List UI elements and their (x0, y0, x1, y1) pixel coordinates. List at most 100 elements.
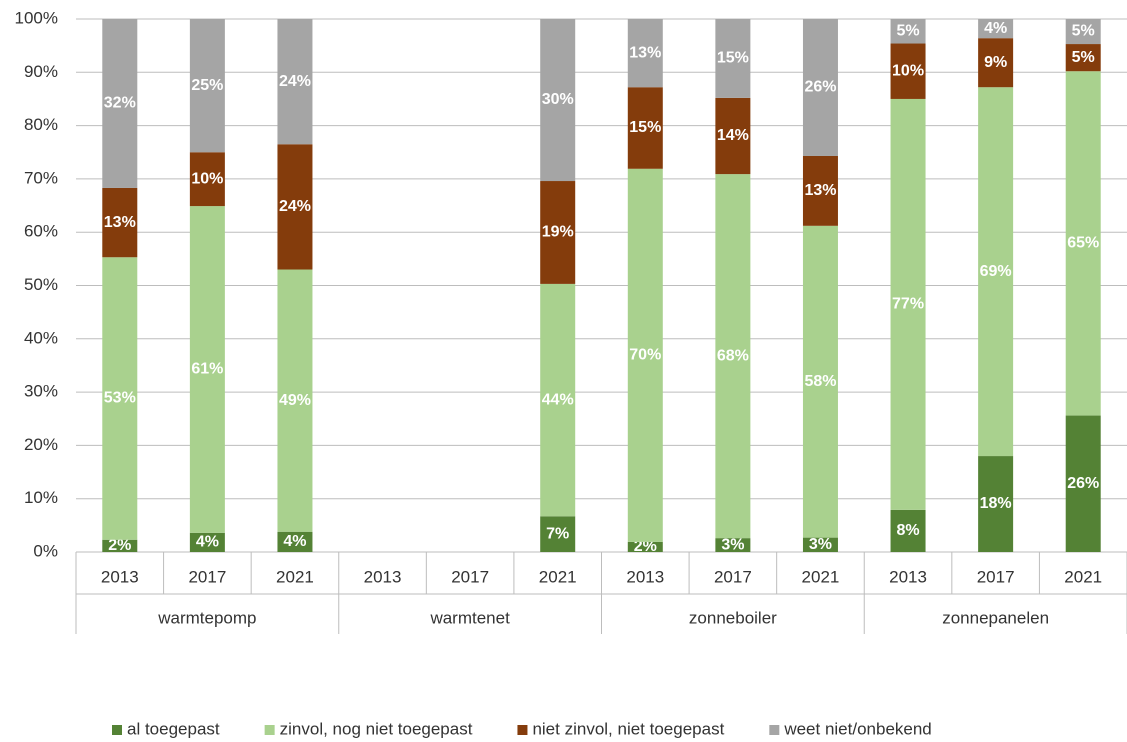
legend-swatch (517, 725, 528, 735)
value-label: 77% (892, 296, 924, 313)
legend-label: niet zinvol, niet toegepast (532, 719, 724, 738)
y-tick-label: 50% (24, 275, 58, 294)
value-label: 3% (809, 536, 832, 553)
y-tick-label: 40% (24, 328, 58, 347)
value-label: 2% (108, 537, 131, 554)
bar-segment (102, 19, 138, 188)
value-label: 65% (1067, 235, 1099, 252)
value-label: 24% (279, 73, 311, 90)
value-label: 68% (717, 347, 749, 364)
bar-segment (189, 532, 225, 552)
bar-segment (277, 269, 313, 532)
legend-label: weet niet/onbekend (783, 719, 931, 738)
value-label: 3% (721, 536, 744, 553)
bar-segment (189, 152, 225, 207)
group-label: warmtepomp (157, 608, 256, 627)
bar-segment (540, 283, 576, 517)
bar-segment (277, 19, 313, 145)
group-label: zonnepanelen (942, 608, 1049, 627)
bar-segment (978, 456, 1014, 552)
value-label: 70% (629, 347, 661, 364)
value-label: 26% (804, 79, 836, 96)
value-label: 5% (896, 22, 919, 39)
bar-segment (102, 257, 138, 540)
value-label: 58% (804, 373, 836, 390)
value-label: 30% (542, 91, 574, 108)
value-label: 8% (896, 522, 919, 539)
y-tick-label: 30% (24, 382, 58, 401)
x-tick-label: 2021 (802, 567, 840, 586)
legend-swatch (769, 725, 780, 735)
x-tick-label: 2013 (889, 567, 927, 586)
value-label: 15% (629, 119, 661, 136)
x-tick-label: 2013 (101, 567, 139, 586)
bar-segment (890, 509, 926, 552)
bar-segment (627, 87, 663, 169)
bar-segment (890, 19, 926, 44)
bar-segment (715, 538, 751, 552)
value-label: 13% (804, 182, 836, 199)
value-label: 4% (283, 533, 306, 550)
y-tick-label: 60% (24, 222, 58, 241)
bar-segment (627, 541, 663, 552)
bar-segment (1065, 415, 1101, 552)
bar-segment (802, 225, 838, 538)
group-label: zonneboiler (689, 608, 777, 627)
y-tick-label: 90% (24, 62, 58, 81)
value-label: 19% (542, 224, 574, 241)
bar-segment (277, 144, 313, 270)
bar-segment (627, 168, 663, 542)
bar-segment (978, 38, 1014, 88)
bar-segment (715, 174, 751, 539)
value-label: 7% (546, 525, 569, 542)
group-label: warmtenet (429, 608, 510, 627)
value-label: 4% (984, 20, 1007, 37)
value-label: 49% (279, 392, 311, 409)
legend-label: zinvol, nog niet toegepast (280, 719, 473, 738)
bar-segment (189, 206, 225, 533)
y-tick-label: 70% (24, 168, 58, 187)
value-label: 14% (717, 127, 749, 144)
bar-segment (890, 43, 926, 99)
bar-segment (802, 537, 838, 552)
y-tick-label: 20% (24, 435, 58, 454)
x-tick-label: 2017 (451, 567, 489, 586)
bar-segment (802, 155, 838, 226)
y-tick-label: 100% (15, 8, 58, 27)
value-label: 25% (191, 77, 223, 94)
x-tick-label: 2021 (276, 567, 314, 586)
bar-segment (277, 531, 313, 552)
value-label: 10% (191, 170, 223, 187)
legend-swatch (112, 725, 122, 735)
value-label: 44% (542, 391, 574, 408)
bar-segment (189, 19, 225, 153)
value-label: 61% (191, 361, 223, 378)
value-label: 5% (1072, 49, 1095, 66)
value-label: 10% (892, 62, 924, 79)
value-label: 13% (104, 214, 136, 231)
x-tick-label: 2021 (1064, 567, 1102, 586)
value-label: 24% (279, 198, 311, 215)
bar-segment (102, 187, 138, 258)
x-tick-label: 2013 (364, 567, 402, 586)
bar-segment (1065, 44, 1101, 72)
value-label: 26% (1067, 475, 1099, 492)
bar-segment (540, 19, 576, 182)
bar-segment (802, 19, 838, 156)
bar-segment (715, 19, 751, 98)
value-label: 5% (1072, 23, 1095, 40)
bar-segment (102, 539, 138, 552)
y-tick-label: 0% (33, 541, 58, 560)
value-label: 2% (634, 538, 657, 555)
y-tick-label: 10% (24, 488, 58, 507)
bar-segment (1065, 19, 1101, 45)
bar-segment (978, 19, 1014, 39)
value-label: 18% (980, 495, 1012, 512)
value-label: 15% (717, 50, 749, 67)
bar-segment (540, 516, 576, 552)
bar-segment (627, 19, 663, 88)
value-label: 4% (196, 534, 219, 551)
bar-segment (1065, 71, 1101, 416)
x-tick-label: 2013 (626, 567, 664, 586)
